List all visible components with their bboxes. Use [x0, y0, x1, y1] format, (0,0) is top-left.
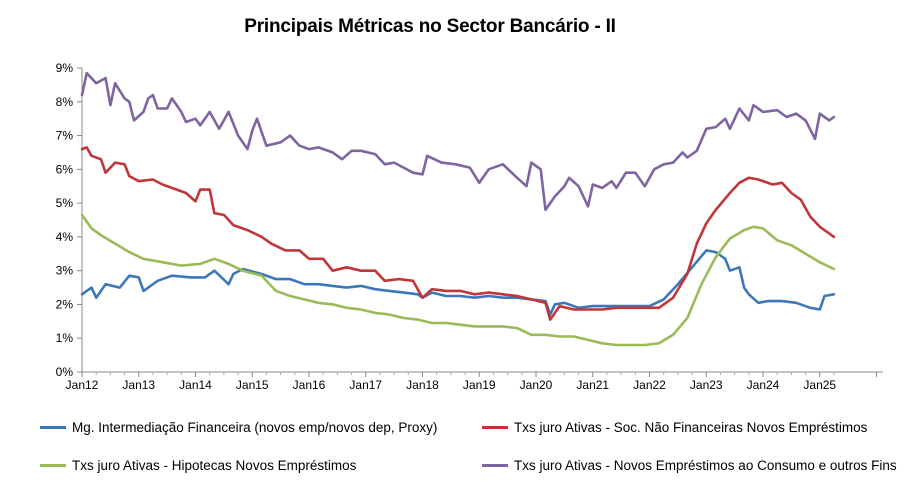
- x-tick-label: Jan17: [349, 378, 382, 392]
- x-tick-label: Jan16: [293, 378, 326, 392]
- x-tick-label: Jan14: [179, 378, 212, 392]
- y-tick-label: 8%: [56, 95, 74, 109]
- chart-axes: 0% 1% 2% 3% 4% 5% 6% 7% 8% 9% Jan12 Jan13 Jan14 Jan15…: [56, 61, 883, 392]
- y-tick-label: 7%: [56, 129, 74, 143]
- chart-title: Principais Métricas no Sector Bancário -…: [244, 16, 616, 37]
- legend-label-margin: Mg. Intermediação Financeira (novos emp/…: [72, 420, 438, 435]
- x-tick-label: Jan20: [520, 378, 553, 392]
- x-tick-label: Jan15: [236, 378, 269, 392]
- x-tick-label: Jan19: [463, 378, 496, 392]
- x-tick-label: Jan25: [803, 378, 836, 392]
- legend-label-corporate: Txs juro Ativas - Soc. Não Financeiras N…: [514, 420, 868, 435]
- chart-series: [80, 71, 836, 347]
- y-tick-label: 0%: [56, 365, 74, 379]
- legend-item-corporate: Txs juro Ativas - Soc. Não Financeiras N…: [482, 420, 867, 435]
- y-tick-label: 6%: [56, 162, 74, 176]
- x-tick-label: Jan21: [576, 378, 609, 392]
- legend-label-mortgage: Txs juro Ativas - Hipotecas Novos Emprés…: [72, 458, 357, 473]
- y-tick-label: 2%: [56, 297, 74, 311]
- x-tick-label: Jan22: [633, 378, 666, 392]
- legend-swatch-mortgage: [40, 464, 66, 467]
- legend-swatch-corporate: [482, 426, 508, 429]
- y-tick-label: 1%: [56, 331, 74, 345]
- legend-swatch-margin: [40, 426, 66, 429]
- series-line-2: [80, 213, 836, 347]
- x-tick-label: Jan24: [747, 378, 780, 392]
- y-tick-label: 3%: [56, 264, 74, 278]
- x-tick-label: Jan13: [122, 378, 155, 392]
- x-tick-label: Jan12: [66, 378, 99, 392]
- legend-item-consumer: Txs juro Ativas - Novos Empréstimos ao C…: [482, 458, 897, 473]
- legend-swatch-consumer: [482, 464, 508, 467]
- legend-item-mortgage: Txs juro Ativas - Hipotecas Novos Emprés…: [40, 458, 356, 473]
- legend-label-consumer: Txs juro Ativas - Novos Empréstimos ao C…: [514, 458, 897, 473]
- y-tick-label: 5%: [56, 196, 74, 210]
- y-tick-label: 9%: [56, 61, 74, 75]
- series-line-3: [80, 71, 836, 212]
- series-line-1: [80, 146, 836, 321]
- legend-item-margin: Mg. Intermediação Financeira (novos emp/…: [40, 420, 437, 435]
- x-tick-label: Jan23: [690, 378, 723, 392]
- x-tick-label: Jan18: [406, 378, 439, 392]
- series-line-0: [80, 249, 836, 316]
- y-tick-label: 4%: [56, 230, 74, 244]
